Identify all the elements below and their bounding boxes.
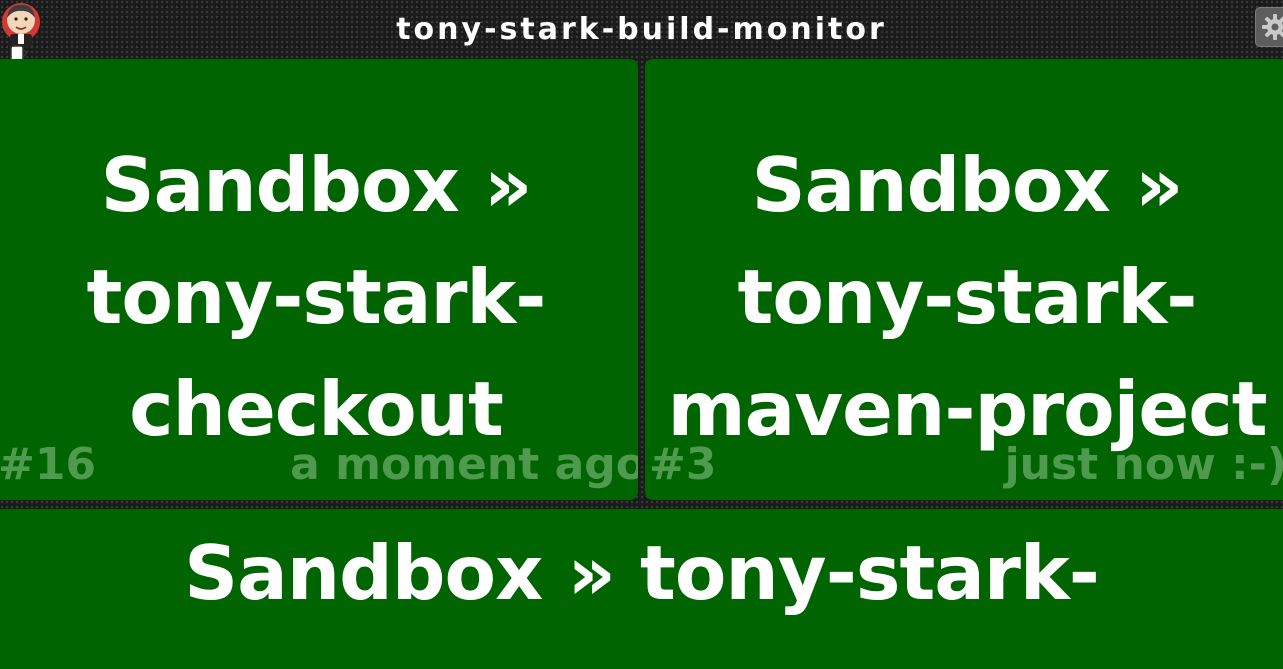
job-name-line: checkout: [129, 365, 504, 453]
build-number: #3: [649, 439, 717, 490]
job-name: Sandbox » tony-stark-: [0, 517, 1283, 629]
jenkins-logo-icon: [0, 0, 46, 70]
header: tony-stark-build-monitor: [0, 0, 1283, 63]
page-title: tony-stark-build-monitor: [396, 12, 887, 47]
job-name: Sandbox » tony-stark- maven-project: [645, 129, 1283, 465]
job-name-line: tony-stark-: [737, 253, 1198, 341]
job-name: Sandbox » tony-stark- checkout: [0, 129, 638, 465]
settings-button[interactable]: [1255, 7, 1283, 47]
build-number: #16: [0, 439, 97, 490]
job-name-line: Sandbox »: [751, 141, 1184, 229]
job-name-line: Sandbox » tony-stark-: [184, 529, 1100, 617]
job-name-line: tony-stark-: [86, 253, 547, 341]
job-name-line: Sandbox »: [100, 141, 533, 229]
job-tile-maven-project[interactable]: Sandbox » tony-stark- maven-project #3 j…: [645, 59, 1283, 500]
job-tile-checkout[interactable]: Sandbox » tony-stark- checkout #16 a mom…: [0, 59, 638, 500]
build-time-ago: just now :-): [1004, 439, 1283, 490]
build-time-ago: a moment ago: [290, 439, 638, 490]
job-name-line: maven-project: [667, 365, 1267, 453]
job-tile-third[interactable]: Sandbox » tony-stark-: [0, 509, 1283, 669]
